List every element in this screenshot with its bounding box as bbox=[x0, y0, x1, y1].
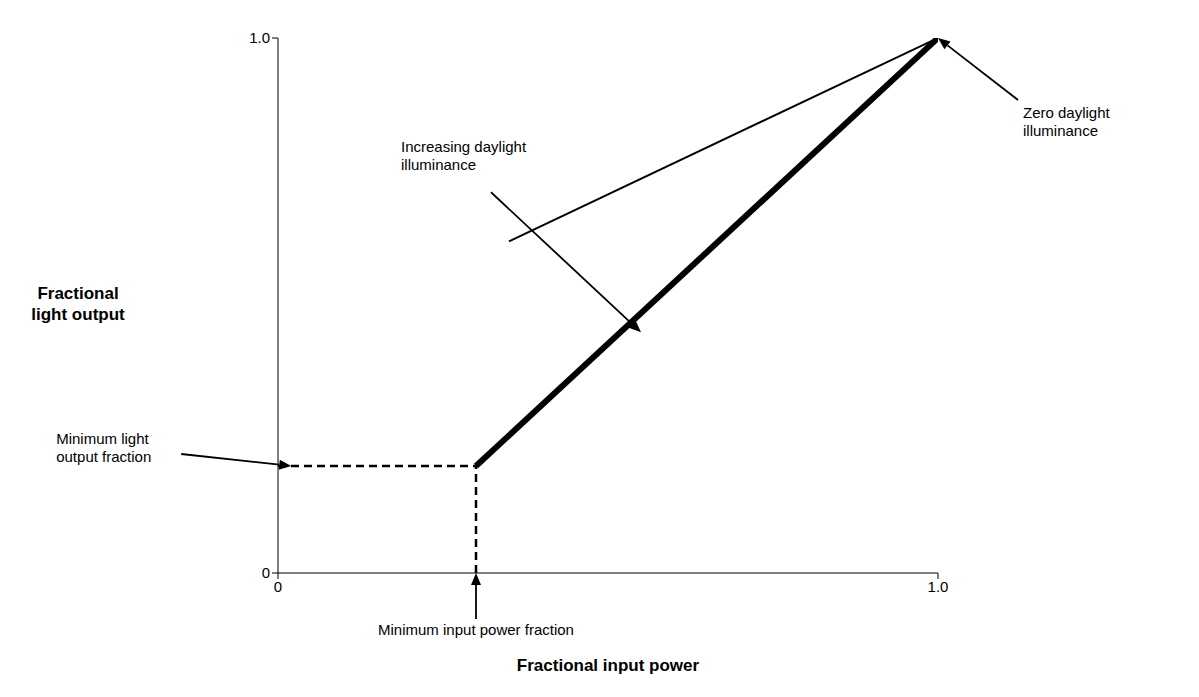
svg-text:1.0: 1.0 bbox=[928, 578, 949, 595]
svg-text:Zero daylightilluminance: Zero daylightilluminance bbox=[1023, 104, 1111, 139]
svg-text:1.0: 1.0 bbox=[249, 29, 270, 46]
svg-text:Minimum input power fraction: Minimum input power fraction bbox=[378, 621, 574, 638]
svg-text:Increasing daylightilluminance: Increasing daylightilluminance bbox=[401, 138, 527, 173]
svg-text:Minimum lightoutput fraction: Minimum lightoutput fraction bbox=[56, 430, 151, 465]
svg-text:Fractionallight output: Fractionallight output bbox=[31, 285, 125, 324]
svg-text:0: 0 bbox=[274, 578, 282, 595]
svg-text:Fractional input power: Fractional input power bbox=[517, 656, 700, 675]
svg-text:0: 0 bbox=[262, 564, 270, 581]
